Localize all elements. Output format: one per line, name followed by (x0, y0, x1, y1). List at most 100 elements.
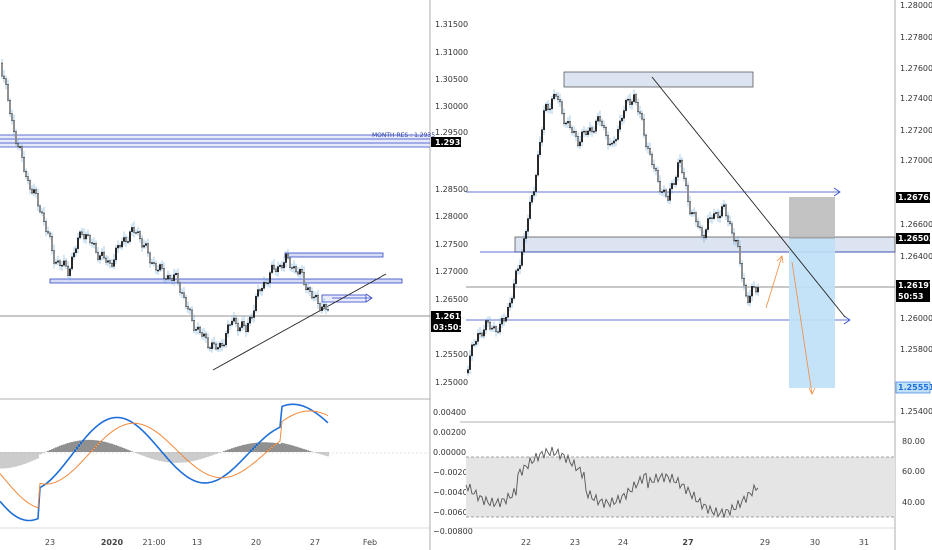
candle-body (85, 234, 87, 240)
candle-body (751, 286, 753, 297)
right-price-tick: 1.26400 (900, 252, 932, 261)
candle-body (23, 156, 25, 172)
left-price-tick: 1.26500 (435, 295, 468, 304)
candle-body (657, 170, 659, 182)
candle-body (515, 270, 517, 284)
flip-zone-tag-text: 1.26503 (898, 234, 932, 243)
candle-body (19, 146, 21, 148)
candle-body (141, 238, 143, 248)
support-level-zone[interactable] (49, 278, 403, 284)
candle-body (701, 227, 703, 236)
macd-axis-tick: −0.00800 (433, 527, 473, 536)
left-time-tick: 13 (192, 538, 202, 547)
candle-body (649, 148, 651, 155)
right-rsi-axis: 80.00 60.00 40.00 (902, 437, 925, 507)
candle-body (623, 110, 625, 119)
left-price-tick: 1.25000 (435, 378, 468, 387)
candle-body (605, 127, 607, 136)
candle-body (575, 131, 577, 137)
candle-body (321, 306, 323, 311)
candle-body (271, 264, 273, 273)
candle-body (745, 284, 747, 297)
candle-body (553, 93, 555, 100)
right-price-tick: 1.27000 (900, 156, 932, 165)
candle-body (601, 120, 603, 126)
candle-body (187, 306, 189, 310)
candle-body (671, 183, 673, 190)
supply-zone-top[interactable] (563, 71, 754, 88)
candle-body (539, 141, 541, 156)
candle-body (579, 141, 581, 147)
candle-body (259, 289, 261, 292)
candle-body (511, 298, 513, 304)
right-chart-panel[interactable]: 1.28000 1.27800 1.27600 1.27400 1.27200 1.270… (460, 0, 932, 550)
resistance-box[interactable] (284, 252, 384, 258)
candle-body (711, 217, 713, 219)
candle-body (249, 316, 251, 324)
left-macd-pane[interactable] (0, 403, 430, 522)
candle-body (297, 271, 299, 275)
candle-body (1, 62, 3, 77)
candle-body (315, 294, 317, 298)
flip-zone[interactable] (514, 236, 896, 253)
short-target-zone[interactable] (789, 238, 835, 388)
right-time-tick: 30 (810, 538, 820, 547)
candle-body (675, 176, 677, 185)
candle-body (617, 129, 619, 140)
left-chart-panel[interactable]: MONTH RES : 1.2935 1.31500 1.31000 1.30500… (0, 0, 473, 550)
candle-body (485, 320, 487, 331)
candle-body (213, 342, 215, 345)
candle-body (543, 110, 545, 130)
candle-body (729, 221, 731, 225)
candle-body (621, 117, 623, 122)
candle-body (53, 250, 55, 264)
candle-body (13, 120, 15, 132)
candle-body (179, 282, 181, 293)
candle-body (145, 243, 147, 246)
candle-body (651, 153, 653, 165)
left-time-tick: 2020 (101, 538, 124, 547)
candle-body (233, 317, 235, 322)
retest-arrow-head (365, 293, 373, 303)
macd-axis-tick: −0.00200 (433, 468, 473, 477)
left-price-tick: 1.28000 (435, 212, 468, 221)
candle-body (191, 309, 193, 321)
rsi-line (465, 446, 759, 518)
candle-body (131, 227, 133, 232)
candle-body (667, 195, 669, 201)
candle-body (733, 232, 735, 242)
candle-body (65, 260, 67, 267)
candle-body (41, 211, 43, 214)
candle-body (31, 188, 33, 194)
descending-trendline[interactable] (651, 76, 846, 318)
candle-body (99, 255, 101, 260)
candle-body (705, 229, 707, 239)
candle-body (529, 201, 531, 219)
candle-body (565, 122, 567, 125)
short-stop-zone[interactable] (789, 197, 835, 238)
candle-body (265, 282, 267, 284)
candle-body (659, 181, 661, 193)
candle-body (735, 239, 737, 242)
candle-body (493, 326, 495, 329)
right-rsi-pane[interactable] (465, 446, 895, 518)
candle-body (171, 278, 173, 281)
candle-body (727, 215, 729, 222)
candle-body (591, 127, 593, 133)
candle-body (243, 321, 245, 327)
candle-body (163, 268, 165, 279)
candle-body (301, 269, 303, 273)
left-price-axis: 1.31500 1.31000 1.30500 1.30000 1.29500 1.285… (435, 20, 468, 387)
candle-body (207, 337, 209, 348)
candle-body (33, 189, 35, 194)
month-resistance-zone[interactable] (0, 134, 430, 148)
ascending-trendline[interactable] (212, 273, 387, 371)
level-price-tag (431, 137, 461, 147)
candle-body (653, 164, 655, 169)
candle-body (69, 268, 71, 276)
projection-down-arrowhead (808, 387, 816, 395)
candle-body (541, 129, 543, 143)
retest-box[interactable] (321, 294, 367, 303)
candle-body (325, 304, 327, 310)
candle-body (181, 292, 183, 294)
